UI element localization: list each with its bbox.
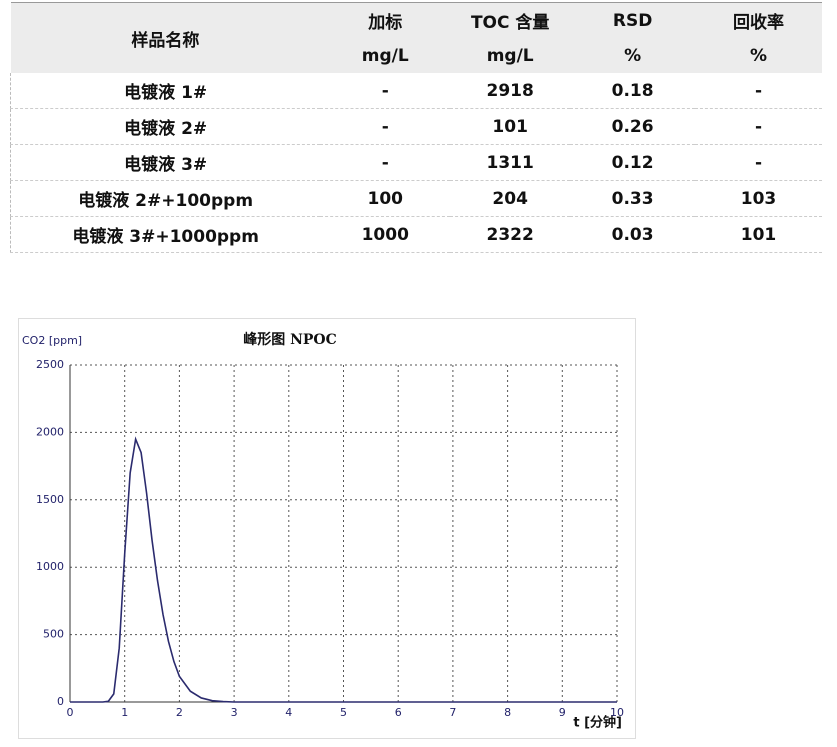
x-tick-label: 2 — [176, 706, 183, 719]
table-cell: 1311 — [450, 144, 571, 181]
table-cell: 2322 — [450, 216, 571, 253]
table-cell: 电镀液 1# — [10, 73, 321, 109]
x-tick-label: 1 — [121, 706, 128, 719]
x-tick-label: 8 — [504, 706, 511, 719]
x-tick-label: 7 — [449, 706, 456, 719]
table-cell: 0.33 — [570, 180, 696, 217]
header-cell: RSD — [570, 2, 696, 38]
header-row: 样品名称 加标 TOC 含量 RSD 回收率 — [10, 2, 822, 73]
table-cell: 0.12 — [570, 144, 696, 181]
results-table: 样品名称 加标 TOC 含量 RSD 回收率 mg/L mg/L%% 电镀液 1# -2918 0… — [10, 2, 822, 253]
y-tick-label: 0 — [57, 695, 64, 708]
table-cell: - — [695, 73, 822, 109]
chart-title: 峰形图 NPOC — [243, 331, 337, 348]
table-cell: - — [320, 73, 451, 109]
table-cell: 0.18 — [570, 73, 696, 109]
table-cell: - — [695, 108, 822, 145]
table-cell: 101 — [450, 108, 571, 145]
table-cell: 电镀液 2#+100ppm — [10, 180, 321, 217]
table-row: 电镀液 2# -101 0.26- — [10, 108, 822, 145]
header-cell: 回收率 — [695, 2, 822, 38]
table-cell: 电镀液 3# — [10, 144, 321, 181]
table-cell: 电镀液 3#+1000ppm — [10, 216, 321, 253]
header-cell: mg/L — [320, 38, 451, 73]
y-tick-label: 2000 — [36, 425, 64, 438]
header-cell: TOC 含量 — [450, 2, 571, 38]
x-tick-label: 0 — [67, 706, 74, 719]
header-row: mg/L mg/L%% — [11, 38, 822, 73]
table-cell: 103 — [695, 180, 822, 217]
y-tick-label: 500 — [43, 628, 64, 641]
table-cell: 100 — [320, 180, 451, 217]
y-tick-label: 1500 — [36, 493, 64, 506]
y-tick-label: 1000 — [36, 560, 64, 573]
table-cell: 0.03 — [570, 216, 696, 253]
chart-frame — [18, 318, 636, 739]
x-axis-label: t [分钟] — [573, 715, 622, 731]
table-cell: - — [320, 108, 451, 145]
table-row: 电镀液 3#+1000ppm 1000 2322 0.03 101 — [10, 216, 822, 253]
table-row: 电镀液 2#+100ppm 100 204 0.33 103 — [10, 180, 822, 217]
x-tick-label: 5 — [340, 706, 347, 719]
table-cell: 2918 — [450, 73, 571, 109]
x-tick-label: 6 — [395, 706, 402, 719]
x-tick-label: 4 — [285, 706, 292, 719]
header-cell: % — [695, 38, 822, 73]
x-tick-label: 9 — [559, 706, 566, 719]
table-cell: 1000 — [320, 216, 451, 253]
header-cell: % — [570, 38, 696, 73]
table-row: 电镀液 1# -2918 0.18- — [10, 73, 822, 109]
header-cell: mg/L — [450, 38, 571, 73]
table-cell: 0.26 — [570, 108, 696, 145]
table-cell: - — [695, 144, 822, 181]
header-cell: 加标 — [320, 2, 451, 38]
x-tick-label: 10 — [610, 706, 624, 719]
chart: 峰形图 NPOC CO2 [ppm] t [分钟] 05001000150020… — [18, 318, 636, 739]
y-axis-label: CO2 [ppm] — [22, 334, 82, 347]
table-cell: 101 — [695, 216, 822, 253]
table-cell: 204 — [450, 180, 571, 217]
table-row: 电镀液 3# -1311 0.12- — [10, 144, 822, 181]
table-cell: 电镀液 2# — [10, 108, 321, 145]
header-cell: 样品名称 — [10, 2, 321, 73]
x-tick-label: 3 — [231, 706, 238, 719]
y-tick-label: 2500 — [36, 358, 64, 371]
table-cell: - — [320, 144, 451, 181]
data-line — [70, 436, 617, 703]
